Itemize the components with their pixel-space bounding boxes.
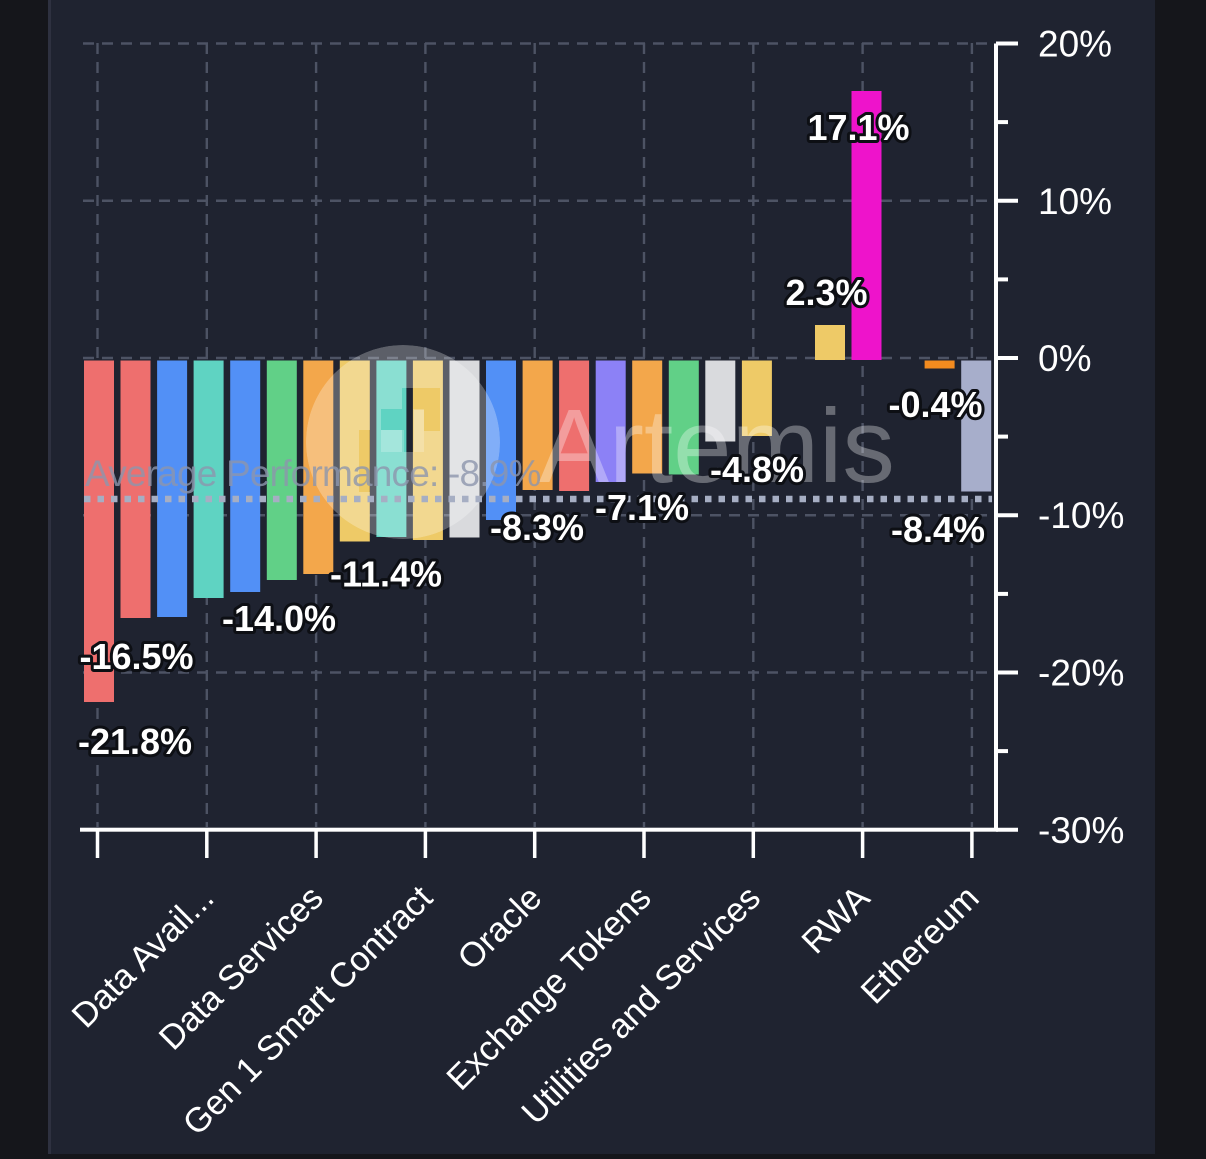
svg-text:-7.1%: -7.1% <box>595 487 689 528</box>
svg-text:-4.8%: -4.8% <box>710 449 804 490</box>
svg-text:-14.0%: -14.0% <box>222 598 336 639</box>
svg-text:20%: 20% <box>1038 24 1112 65</box>
svg-text:Average Performance: -8.9%: Average Performance: -8.9% <box>85 453 541 494</box>
svg-text:17.1%: 17.1% <box>807 107 909 148</box>
svg-text:Artemis: Artemis <box>539 388 895 505</box>
svg-text:-16.5%: -16.5% <box>79 636 193 677</box>
svg-text:-0.4%: -0.4% <box>888 384 982 425</box>
svg-text:-10%: -10% <box>1038 495 1124 536</box>
svg-text:-20%: -20% <box>1038 653 1124 694</box>
svg-text:-30%: -30% <box>1038 810 1124 851</box>
svg-text:0%: 0% <box>1038 338 1091 379</box>
svg-text:-11.4%: -11.4% <box>330 554 442 595</box>
svg-text:-21.8%: -21.8% <box>78 721 192 762</box>
svg-text:-8.3%: -8.3% <box>490 507 584 548</box>
svg-text:2.3%: 2.3% <box>785 272 867 313</box>
svg-text:10%: 10% <box>1038 181 1112 222</box>
svg-text:-8.4%: -8.4% <box>891 509 985 550</box>
